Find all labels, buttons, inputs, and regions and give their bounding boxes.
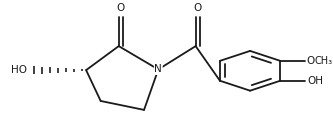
- Text: N: N: [155, 64, 162, 74]
- Text: O: O: [117, 3, 125, 13]
- Text: CH₃: CH₃: [314, 56, 333, 66]
- Text: HO: HO: [11, 65, 27, 75]
- Text: OH: OH: [307, 76, 323, 86]
- Text: O: O: [193, 3, 202, 13]
- Text: O: O: [306, 56, 314, 66]
